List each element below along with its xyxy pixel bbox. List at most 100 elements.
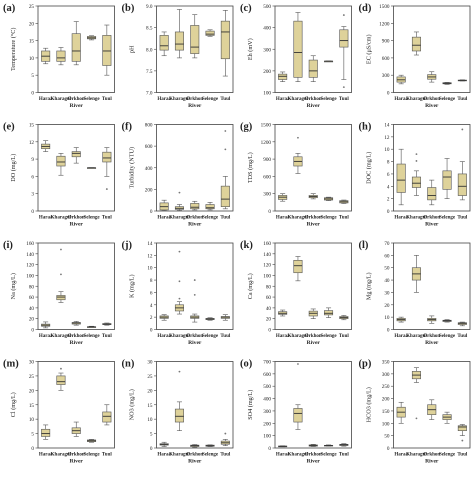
outlier-point <box>297 136 299 139</box>
plot-frame <box>393 124 471 212</box>
x-tick-label: Tuul <box>339 216 349 221</box>
y-tick-label: 250 <box>382 384 390 390</box>
y-tick-label: 12 <box>384 135 390 141</box>
y-tick-label: 350 <box>382 360 390 366</box>
x-axis-label: River <box>70 459 84 465</box>
plot-frame <box>393 242 471 330</box>
panel-n: 0 5 10 15 20 25 30 NO3 (mg/L) (n) HaraaKharagulOr… <box>122 359 234 465</box>
y-tick-label: 300 <box>263 192 271 198</box>
y-axis-label: NO3 (mg/L) <box>129 389 136 420</box>
y-tick-label: 0 <box>150 209 153 215</box>
x-tick-label: Haraa <box>394 216 408 221</box>
y-tick-label: 0 <box>387 328 390 334</box>
y-tick-label: 0 <box>268 446 271 452</box>
y-axis-label: TDS (mg/L) <box>247 152 254 183</box>
y-tick-label: 0 <box>150 328 153 334</box>
x-tick-label: Selenge <box>439 97 456 102</box>
x-tick-label: Selenge <box>202 334 219 339</box>
y-tick-label: 10 <box>384 315 390 321</box>
x-tick-label: Orkhon <box>68 216 85 221</box>
x-tick-label: Kharagul <box>288 334 309 339</box>
panel-letter: (i) <box>3 240 13 251</box>
y-tick-label: 30 <box>384 290 390 296</box>
panel-j: 0 2 4 6 8 10 12 14 K (mg/L) (j) HaraaKharagulOrkho… <box>122 240 234 346</box>
y-tick-label: 100 <box>263 273 271 279</box>
y-tick-label: 400 <box>263 26 271 32</box>
panel-letter: (j) <box>122 240 133 251</box>
y-axis-label: Ca (mg/L) <box>247 273 254 299</box>
plot-frame <box>37 5 115 93</box>
outlier-point <box>193 279 196 281</box>
y-tick-label: 6 <box>387 172 390 178</box>
box-iqr <box>308 59 318 78</box>
x-tick-label: Tuul <box>457 97 467 102</box>
panel-k: 0 20 40 60 80 100 120 140 160 Ca (mg/L) (k) HaraaKh… <box>240 240 352 346</box>
outlier-point <box>461 128 464 131</box>
y-tick-label: 120 <box>263 263 271 269</box>
panel-letter: (o) <box>240 359 253 370</box>
y-tick-label: 15 <box>29 123 35 129</box>
y-axis-label: Eh (mV) <box>247 38 254 60</box>
x-axis-label: River <box>425 222 439 228</box>
x-axis-label: River <box>70 103 84 109</box>
y-tick-label: 25 <box>29 374 35 380</box>
box-iqr <box>457 173 467 196</box>
y-tick-label: 14 <box>384 123 390 129</box>
x-tick-label: Tuul <box>102 216 112 221</box>
panel-letter: (g) <box>240 122 253 133</box>
outlier-point <box>342 86 345 88</box>
y-tick-label: 0 <box>387 91 390 97</box>
y-tick-label: 500 <box>263 384 271 390</box>
y-tick-label: 7.0 <box>146 91 153 97</box>
y-tick-label: 600 <box>382 56 390 62</box>
y-tick-label: 15 <box>29 39 35 45</box>
y-tick-label: 12 <box>147 253 153 259</box>
box-iqr <box>205 204 215 210</box>
x-tick-label: Selenge <box>83 97 100 102</box>
y-tick-label: 15 <box>29 403 35 409</box>
x-axis-label: River <box>307 103 321 109</box>
panel-letter: (e) <box>3 122 15 133</box>
x-axis-label: River <box>188 340 202 346</box>
y-tick-label: 200 <box>263 69 271 75</box>
x-tick-label: Kharagul <box>406 334 427 339</box>
x-axis-label: River <box>307 459 321 465</box>
y-tick-label: 10 <box>29 56 35 62</box>
x-tick-label: Selenge <box>202 216 219 221</box>
y-tick-label: 40 <box>384 278 390 284</box>
x-tick-label: Kharagul <box>169 97 190 102</box>
y-tick-label: 20 <box>266 317 272 323</box>
x-tick-label: Kharagul <box>169 216 190 221</box>
y-tick-label: 9 <box>31 157 34 163</box>
x-tick-label: Orkhon <box>186 453 203 458</box>
y-tick-label: 25 <box>29 4 35 10</box>
y-tick-label: 0 <box>387 446 390 452</box>
y-tick-label: 0 <box>387 209 390 215</box>
x-axis-label: River <box>188 222 202 228</box>
panel-m: 0 5 10 15 20 25 30 Cl (mg/L) (m) HaraaKharagulOrk… <box>3 359 115 465</box>
x-tick-label: Haraa <box>39 453 53 458</box>
x-tick-label: Kharagul <box>51 97 72 102</box>
outlier-point <box>178 280 181 283</box>
x-tick-label: Tuul <box>220 216 230 221</box>
box-iqr <box>411 36 421 52</box>
outlier-point <box>193 294 196 296</box>
y-tick-label: 0 <box>31 446 34 452</box>
x-tick-label: Tuul <box>102 334 112 339</box>
box-iqr <box>442 170 452 190</box>
y-tick-label: 1200 <box>379 21 390 27</box>
x-tick-label: Selenge <box>83 216 100 221</box>
panel-a: 0 5 10 15 20 25 Temperature (°C) (a) HaraaKharag… <box>3 3 115 109</box>
outlier-point <box>178 297 181 300</box>
x-tick-label: Tuul <box>220 97 230 102</box>
x-axis-label: River <box>307 222 321 228</box>
x-tick-label: Kharagul <box>169 334 190 339</box>
y-tick-label: 7.5 <box>146 69 153 75</box>
plot-frame <box>156 242 234 330</box>
x-tick-label: Haraa <box>394 97 408 102</box>
plot-frame <box>274 124 352 212</box>
y-tick-label: 2 <box>387 197 390 203</box>
x-tick-label: Tuul <box>457 453 467 458</box>
y-axis-label: SO4 (mg/L) <box>247 390 254 420</box>
box-iqr <box>293 408 303 423</box>
